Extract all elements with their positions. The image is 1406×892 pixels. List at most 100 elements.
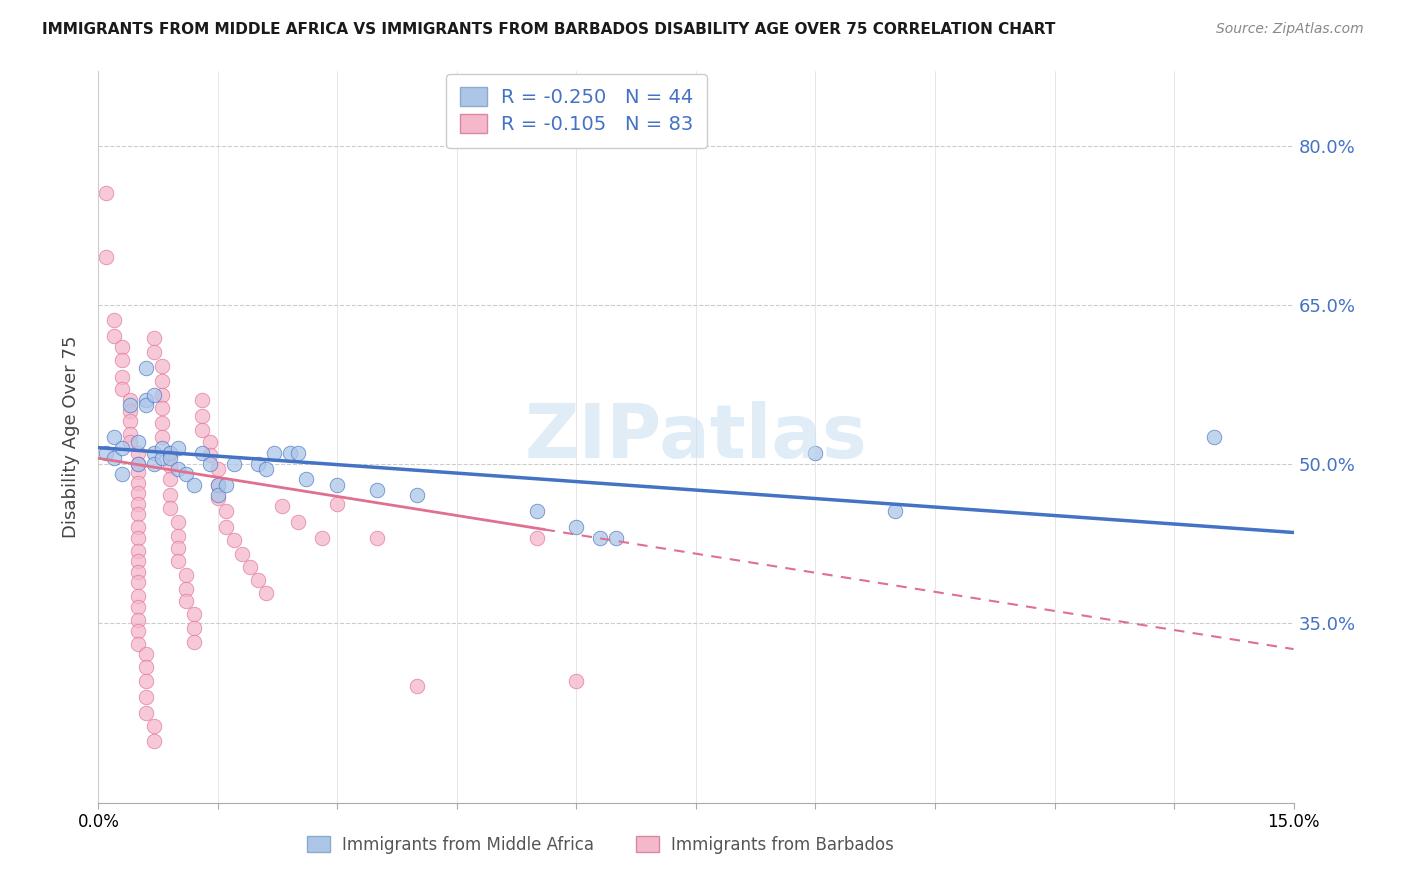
Point [526, 504, 548, 518]
Point [127, 457, 149, 471]
Point [565, 673, 588, 688]
Point [191, 409, 214, 423]
Point [135, 361, 157, 376]
Legend: Immigrants from Middle Africa, Immigrants from Barbados: Immigrants from Middle Africa, Immigrant… [301, 829, 900, 860]
Point [135, 392, 157, 407]
Point [183, 607, 205, 621]
Point [174, 467, 197, 482]
Point [120, 403, 142, 417]
Point [804, 446, 827, 460]
Point [526, 531, 548, 545]
Point [589, 531, 612, 545]
Point [198, 435, 221, 450]
Point [263, 446, 285, 460]
Point [159, 446, 181, 460]
Point [127, 554, 149, 568]
Point [605, 531, 627, 545]
Point [215, 477, 238, 491]
Point [150, 401, 173, 416]
Point [143, 446, 166, 460]
Y-axis label: Disability Age Over 75: Disability Age Over 75 [62, 335, 80, 539]
Point [150, 387, 173, 401]
Point [159, 458, 181, 473]
Point [191, 423, 214, 437]
Point [198, 448, 221, 462]
Point [127, 508, 149, 522]
Point [366, 483, 388, 497]
Point [167, 441, 190, 455]
Point [174, 594, 197, 608]
Text: ZIPatlas: ZIPatlas [524, 401, 868, 474]
Point [111, 340, 134, 354]
Point [127, 599, 149, 614]
Point [127, 614, 149, 628]
Point [207, 462, 229, 476]
Point [174, 567, 197, 582]
Point [120, 392, 142, 407]
Point [207, 488, 229, 502]
Point [246, 573, 269, 587]
Point [143, 719, 166, 733]
Point [215, 504, 238, 518]
Point [143, 345, 166, 359]
Point [127, 497, 149, 511]
Point [167, 554, 190, 568]
Point [406, 679, 429, 693]
Point [159, 473, 181, 487]
Point [191, 446, 214, 460]
Point [111, 352, 134, 367]
Point [207, 477, 229, 491]
Point [183, 477, 205, 491]
Point [884, 504, 907, 518]
Point [406, 488, 429, 502]
Point [111, 369, 134, 384]
Text: IMMIGRANTS FROM MIDDLE AFRICA VS IMMIGRANTS FROM BARBADOS DISABILITY AGE OVER 75: IMMIGRANTS FROM MIDDLE AFRICA VS IMMIGRA… [42, 22, 1056, 37]
Point [143, 457, 166, 471]
Point [127, 589, 149, 603]
Point [127, 465, 149, 479]
Point [311, 531, 333, 545]
Point [150, 451, 173, 466]
Point [167, 462, 190, 476]
Point [127, 486, 149, 500]
Point [143, 331, 166, 345]
Point [159, 488, 181, 502]
Point [103, 313, 125, 327]
Point [111, 441, 134, 455]
Point [191, 392, 214, 407]
Point [103, 451, 125, 466]
Point [159, 501, 181, 516]
Point [127, 457, 149, 471]
Point [135, 706, 157, 720]
Point [111, 383, 134, 397]
Point [278, 446, 301, 460]
Point [167, 541, 190, 556]
Point [150, 417, 173, 431]
Point [127, 435, 149, 450]
Point [127, 565, 149, 579]
Point [127, 531, 149, 545]
Point [135, 398, 157, 412]
Point [96, 250, 118, 264]
Point [120, 398, 142, 412]
Point [287, 446, 309, 460]
Point [254, 462, 277, 476]
Point [135, 690, 157, 704]
Point [222, 457, 245, 471]
Point [143, 387, 166, 401]
Point [215, 520, 238, 534]
Point [366, 531, 388, 545]
Point [143, 734, 166, 748]
Point [326, 477, 349, 491]
Point [127, 575, 149, 590]
Point [127, 624, 149, 638]
Point [103, 430, 125, 444]
Point [198, 457, 221, 471]
Point [222, 533, 245, 547]
Point [1202, 430, 1225, 444]
Point [120, 426, 142, 441]
Point [150, 430, 173, 444]
Text: Source: ZipAtlas.com: Source: ZipAtlas.com [1216, 22, 1364, 37]
Point [150, 359, 173, 373]
Point [135, 648, 157, 662]
